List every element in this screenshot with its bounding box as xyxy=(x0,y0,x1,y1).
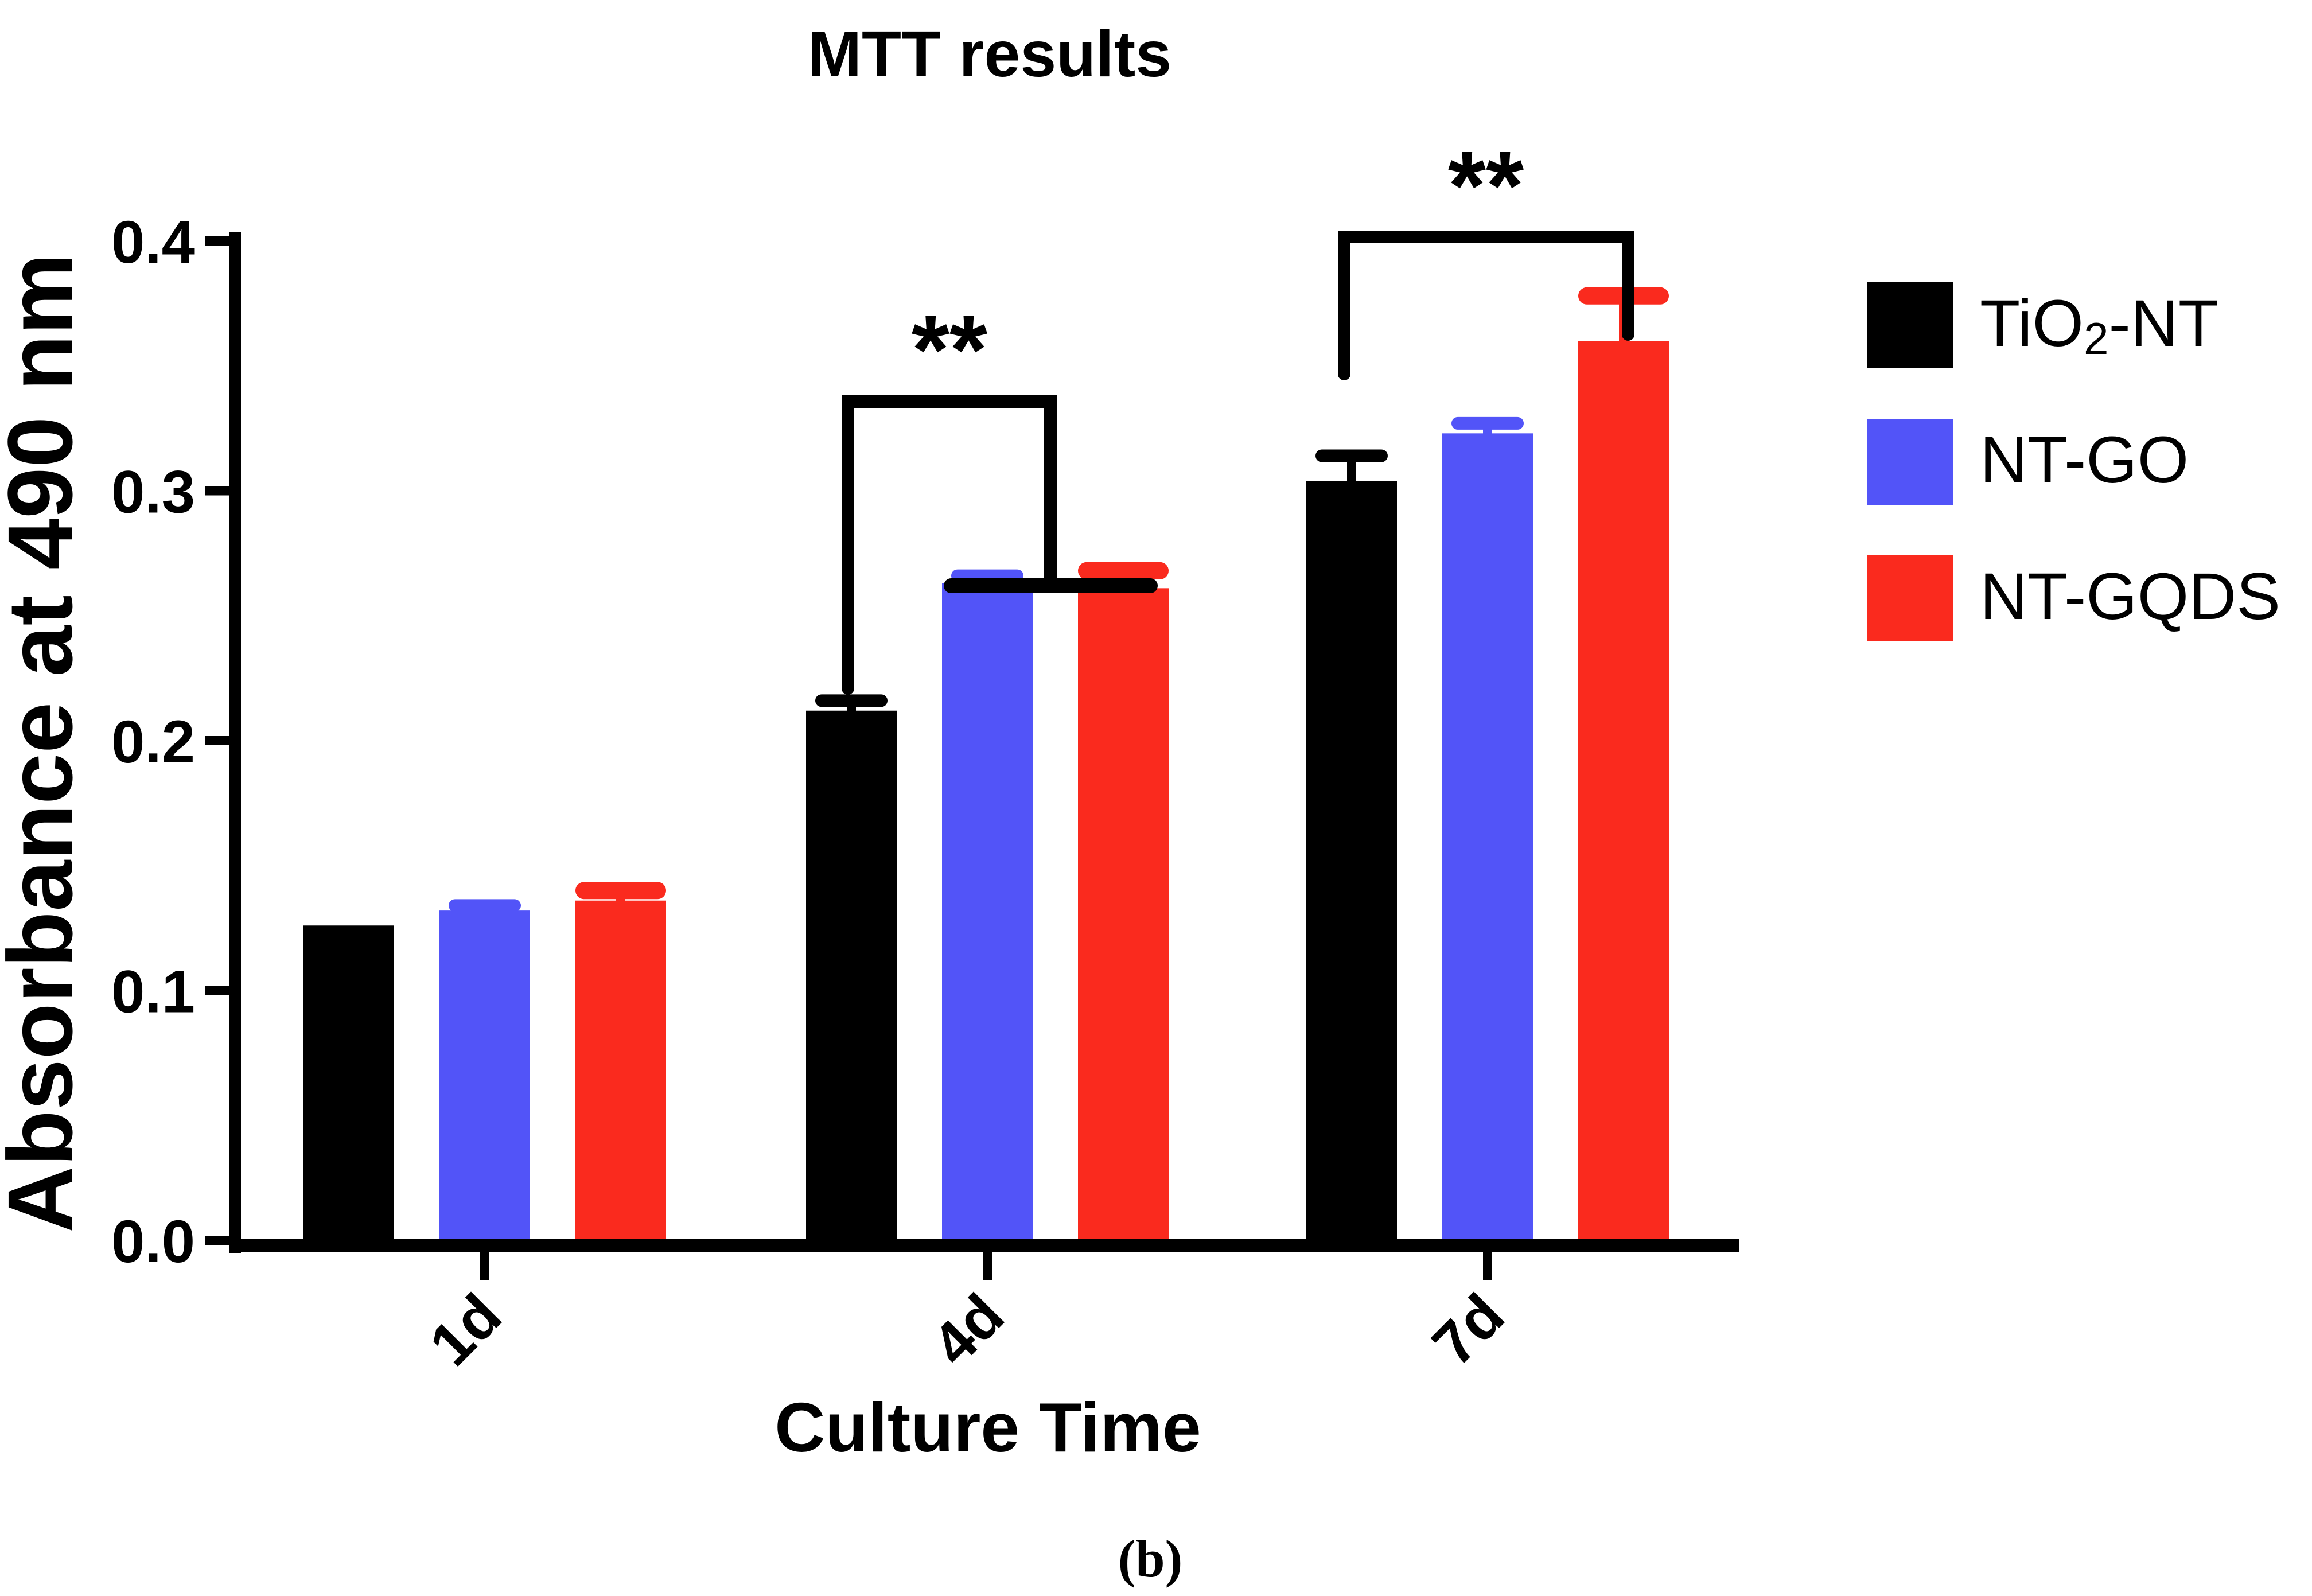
bar-NT-GO-1d xyxy=(439,910,530,1245)
y-axis-spine xyxy=(229,232,241,1253)
bar-NT-GO-7d xyxy=(1442,433,1533,1245)
y-tick-label: 0.3 xyxy=(111,459,195,526)
x-category-label: 4d xyxy=(920,1282,1017,1379)
y-axis-label: Absorbance at 490 nm xyxy=(0,253,91,1232)
x-category-label: 7d xyxy=(1420,1282,1517,1379)
legend-item-ntgo: NT-GO xyxy=(1867,419,2189,505)
y-tick-label: 0.1 xyxy=(111,959,195,1026)
x-axis-label: Culture Time xyxy=(774,1388,1201,1466)
figure-caption: (b) xyxy=(1118,1529,1182,1588)
significance-asterisks-7d: ** xyxy=(1448,131,1524,240)
bar-NT-GQDS-4d xyxy=(1078,588,1169,1245)
legend-label-subscript: 2 xyxy=(2083,313,2109,364)
significance-bracket-4d xyxy=(842,395,1057,695)
bar-TiO2-NT-1d xyxy=(303,925,394,1245)
significance-brackets xyxy=(842,231,1634,695)
bar-TiO2-NT-4d xyxy=(806,710,897,1245)
legend-label-text: TiO xyxy=(1980,286,2084,360)
legend-swatch-ntgqds-icon xyxy=(1867,555,1953,641)
bar-TiO2-NT-7d xyxy=(1306,481,1397,1245)
bar-NT-GO-4d xyxy=(942,583,1033,1245)
legend-item-tio2nt: TiO2-NT xyxy=(1867,282,2218,368)
y-tick-label: 0.4 xyxy=(111,209,195,276)
x-category-label: 1d xyxy=(417,1282,514,1379)
chart-plot-area: 0.0 0.1 0.2 0.3 0.4 1d 4d 7d xyxy=(111,209,1739,1379)
legend-swatch-tio2nt-icon xyxy=(1867,282,1953,368)
legend-label-ntgqds: NT-GQDS xyxy=(1980,559,2280,638)
legend-label-text: NT-GQDS xyxy=(1980,559,2280,633)
bar-NT-GQDS-7d xyxy=(1578,341,1669,1245)
legend-swatch-ntgo-icon xyxy=(1867,419,1953,505)
legend-label-ntgo: NT-GO xyxy=(1980,422,2189,501)
significance-asterisks-4d: ** xyxy=(912,295,987,404)
bar-NT-GQDS-1d xyxy=(575,900,666,1245)
legend-label-tio2nt: TiO2-NT xyxy=(1980,286,2218,365)
significance-bracket-7d xyxy=(1338,231,1634,380)
legend-label-text: -NT xyxy=(2108,286,2219,360)
x-axis-line xyxy=(229,1239,1739,1252)
y-tick-label: 0.2 xyxy=(111,709,195,776)
chart-title: MTT results xyxy=(808,18,1171,90)
legend-label-text: NT-GO xyxy=(1980,423,2189,497)
y-tick-label: 0.0 xyxy=(111,1208,195,1275)
legend-item-ntgqds: NT-GQDS xyxy=(1867,555,2280,641)
